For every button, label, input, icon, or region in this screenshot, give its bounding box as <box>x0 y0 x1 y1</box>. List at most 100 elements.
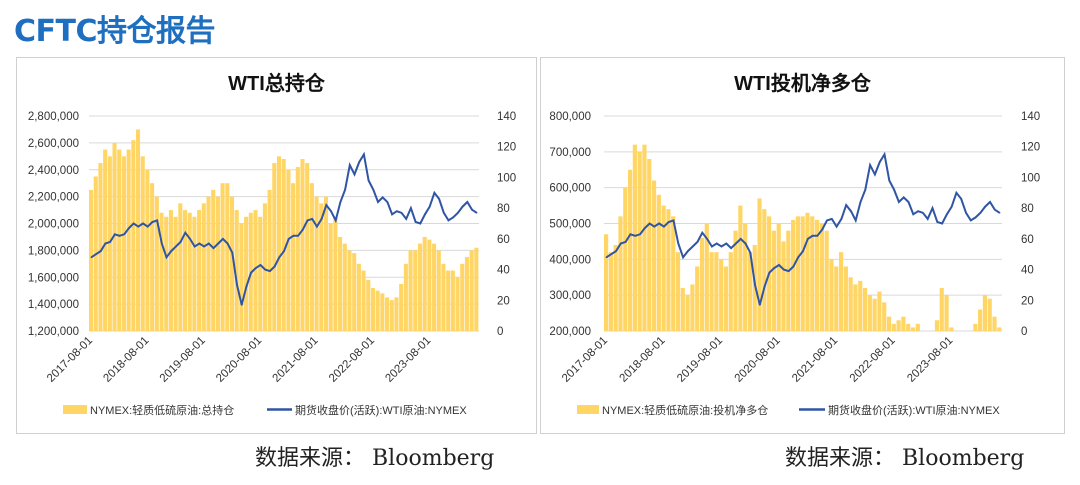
price-point <box>802 250 804 252</box>
chart-svg: WTI投机净多仓 200,000 300,000 400,000 500,000 600,… <box>549 71 1040 417</box>
price-point <box>203 245 205 248</box>
bar <box>98 163 103 331</box>
price-point <box>792 265 795 268</box>
price-point <box>316 225 318 228</box>
price-point <box>773 267 776 269</box>
price-point <box>339 201 342 203</box>
price-point <box>912 213 915 216</box>
right-axis-tick-label: 120 <box>497 142 516 154</box>
price-point <box>893 188 895 191</box>
price-point <box>283 250 285 252</box>
price-point <box>212 247 215 249</box>
bar <box>709 252 714 331</box>
legend-bar-swatch <box>63 405 87 414</box>
bar <box>168 210 173 331</box>
price-point <box>447 219 450 222</box>
price-point <box>902 196 905 199</box>
price-point <box>433 191 436 194</box>
price-point <box>264 268 267 271</box>
bar <box>627 169 633 331</box>
price-point <box>806 238 809 240</box>
price-point <box>744 242 747 245</box>
bar <box>375 290 380 331</box>
price-point <box>730 247 732 249</box>
bar <box>253 210 258 331</box>
bar <box>666 209 671 331</box>
bar <box>117 149 122 331</box>
price-point <box>306 219 309 222</box>
bar <box>762 209 767 331</box>
legend-bar-label: NYMEX:轻质低硫原油:总持仓 <box>90 403 234 417</box>
price-point <box>344 188 346 191</box>
price-point <box>217 242 220 245</box>
bar <box>776 223 781 331</box>
left-axis-tick-label: 200,000 <box>549 326 591 338</box>
bar <box>272 163 277 331</box>
bar <box>112 142 117 331</box>
price-point <box>381 196 384 199</box>
price-point <box>132 222 135 225</box>
price-point <box>189 238 191 240</box>
bar <box>699 237 705 331</box>
bar <box>229 196 235 331</box>
source-label: 数据来源： <box>255 446 366 471</box>
right-axis-tick-label: 60 <box>1021 234 1034 246</box>
bar <box>858 280 863 331</box>
bar <box>150 183 155 331</box>
bar <box>107 156 112 331</box>
left-axis-tick-label: 2,800,000 <box>28 111 79 123</box>
bar <box>877 291 882 331</box>
source-name: Bloomberg <box>372 446 495 471</box>
price-point <box>739 238 742 240</box>
right-axis-tick-label: 0 <box>1021 326 1027 338</box>
bar <box>862 288 868 331</box>
source-label: 数据来源： <box>785 446 896 471</box>
legend-bar-label: NYMEX:轻质低硫原油:投机净多仓 <box>602 403 768 417</box>
price-point <box>424 213 426 216</box>
price-point <box>128 227 130 229</box>
price-point <box>874 173 876 176</box>
bar <box>469 250 474 331</box>
price-point <box>835 225 838 228</box>
bar <box>814 219 820 331</box>
price-point <box>974 216 977 219</box>
price-point <box>950 205 953 208</box>
left-axis-tick-label: 400,000 <box>549 254 591 266</box>
bar <box>944 295 949 331</box>
bar <box>733 230 738 331</box>
price-point <box>706 238 708 240</box>
price-point <box>845 204 847 206</box>
price-point <box>330 210 332 213</box>
bar <box>314 196 319 331</box>
bar <box>795 216 801 331</box>
price-point <box>720 245 723 248</box>
bar <box>671 216 676 331</box>
price-point <box>457 211 459 214</box>
bar <box>164 216 169 331</box>
x-axis-tick-label: 2019-08-01 <box>675 335 725 385</box>
price-point <box>610 253 612 256</box>
bar <box>853 284 858 331</box>
price-point <box>146 225 149 228</box>
price-point <box>667 221 670 223</box>
x-axis-tick-label: 2021-08-01 <box>790 335 840 385</box>
price-point <box>672 219 675 222</box>
price-point <box>442 211 445 214</box>
bar <box>291 183 296 331</box>
bar <box>121 156 126 331</box>
bar <box>328 223 333 331</box>
x-axis-tick-label: 2020-08-01 <box>733 335 783 385</box>
price-point <box>917 210 919 213</box>
price-point <box>826 219 828 222</box>
price-point <box>320 218 323 220</box>
bar <box>939 288 944 331</box>
price-point <box>677 242 680 245</box>
right-axis-tick-label: 20 <box>1021 295 1034 307</box>
bar <box>786 230 791 331</box>
price-point <box>414 221 417 223</box>
price-point <box>821 228 823 231</box>
bar <box>910 327 916 331</box>
right-axis-tick-label: 0 <box>497 326 503 338</box>
price-point <box>725 242 728 245</box>
price-point <box>95 253 97 256</box>
